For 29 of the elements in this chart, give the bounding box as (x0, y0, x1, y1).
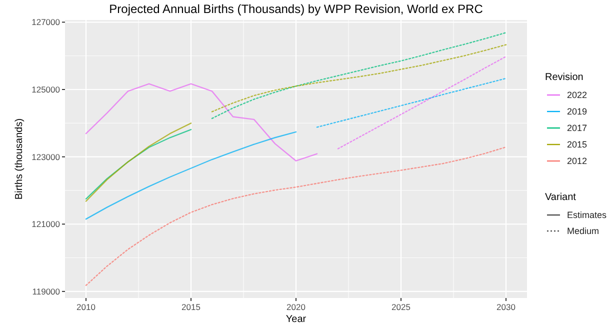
y-tick-label: 127000 (32, 17, 60, 28)
line-series (85, 83, 318, 162)
chart-title: Projected Annual Births (Thousands) by WPP Revision, World ex PRC (109, 2, 484, 16)
line-series (211, 32, 507, 120)
y-tick-label: 125000 (32, 84, 60, 94)
legend-label: 2019 (567, 106, 588, 116)
line-series (337, 56, 507, 150)
legend-title: Revision (545, 72, 584, 83)
y-tick-label: 119000 (32, 286, 60, 296)
line-series (85, 131, 297, 220)
x-tick-label: 2010 (76, 302, 96, 312)
legend-label: 2015 (567, 140, 588, 150)
x-tick-label: 2030 (496, 302, 516, 312)
x-tick-label: 2020 (286, 302, 306, 312)
legend-label: 2012 (567, 156, 588, 166)
legend-label: 2017 (567, 123, 588, 133)
x-axis-title: Year (286, 314, 307, 325)
line-series (85, 146, 507, 286)
text: Variant (545, 192, 576, 203)
y-tick-label: 121000 (32, 219, 60, 230)
x-tick-label: 2015 (182, 302, 201, 312)
text: Medium (567, 226, 600, 236)
legend-label: 2022 (567, 90, 588, 100)
x-tick-label: 2025 (392, 302, 411, 312)
y-tick-label: 123000 (32, 152, 60, 162)
text: Estimates (567, 210, 608, 220)
line-series (211, 44, 507, 112)
line-series (316, 78, 507, 128)
y-axis-title: Births (thousands) (14, 118, 25, 200)
